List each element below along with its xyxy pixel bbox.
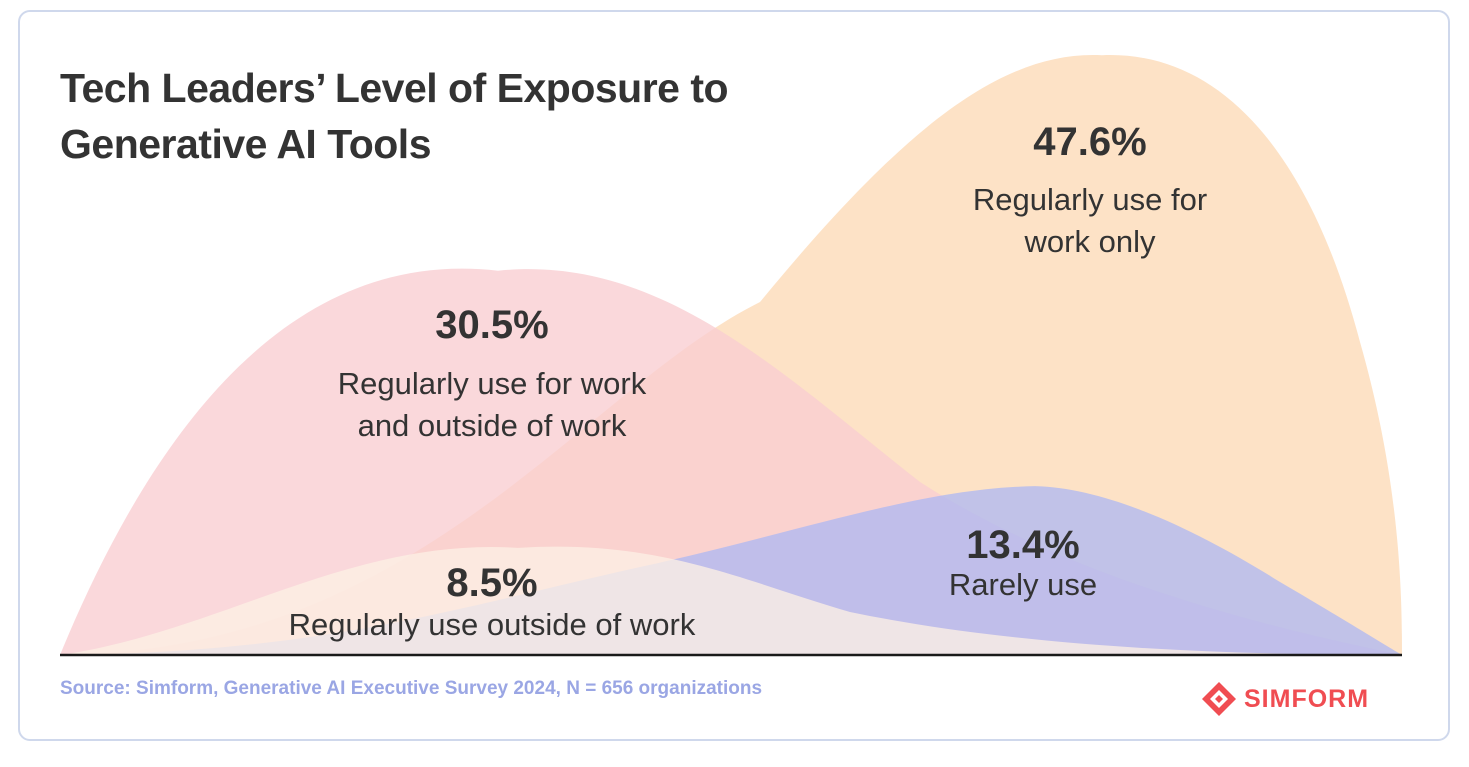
area-outside-only <box>60 546 1402 655</box>
category-label-work-and-outside: and outside of work <box>358 408 627 443</box>
category-label-work-only: Regularly use for <box>973 182 1207 217</box>
simform-logo: SIMFORM <box>1200 679 1369 719</box>
value-label-work-only: 47.6% <box>1033 120 1146 164</box>
category-label-work-and-outside: Regularly use for work <box>338 366 647 401</box>
area-rarely <box>60 486 1402 655</box>
category-label-outside-only: Regularly use outside of work <box>289 607 696 642</box>
category-label-rarely: Rarely use <box>949 567 1097 602</box>
chart-card: 30.5% Regularly use for work and outside o… <box>18 10 1450 741</box>
value-label-work-and-outside: 30.5% <box>435 303 548 347</box>
value-label-outside-only: 8.5% <box>446 561 537 605</box>
source-note: Source: Simform, Generative AI Executive… <box>60 678 763 699</box>
chart-title: Tech Leaders’ Level of Exposure to Gener… <box>60 65 729 167</box>
chart-plot: 30.5% Regularly use for work and outside o… <box>60 55 1402 657</box>
simform-logo-text: SIMFORM <box>1244 684 1370 713</box>
simform-logo-icon <box>1202 682 1236 716</box>
value-label-rarely: 13.4% <box>966 523 1079 567</box>
category-label-work-only: work only <box>1024 224 1156 259</box>
